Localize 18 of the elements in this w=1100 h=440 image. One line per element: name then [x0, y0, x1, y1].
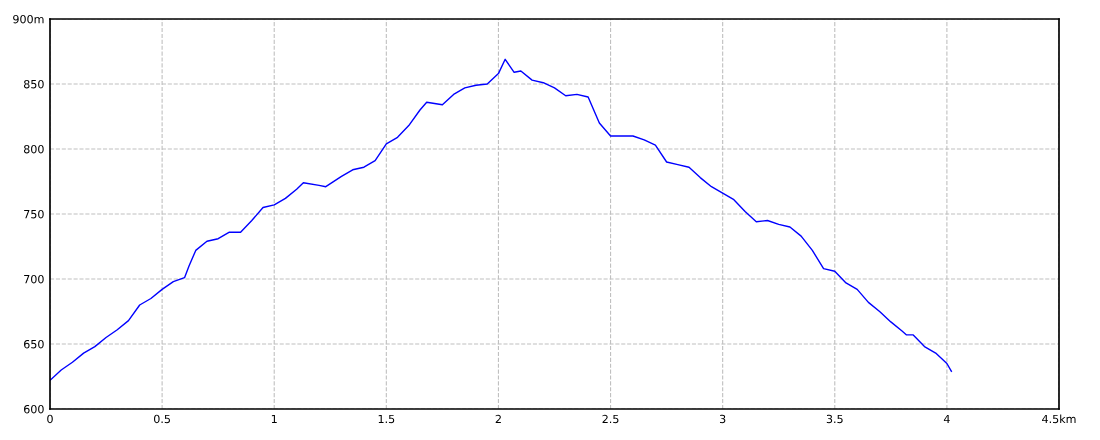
x-tick-label: 3.5: [826, 414, 843, 424]
x-tick-label: 1.5: [378, 414, 395, 424]
line-series: [50, 58, 953, 382]
y-tick-label: 600: [24, 404, 44, 414]
x-tick-label: 4.5km: [1042, 414, 1076, 424]
y-tick-label: 800: [23, 144, 44, 154]
y-tick-label: 850: [23, 79, 44, 89]
x-tick-label: 2.5: [602, 414, 619, 424]
y-tick-label: 750: [24, 209, 44, 219]
x-tick-label: 0.5: [154, 414, 170, 424]
x-tick-label: 4: [943, 414, 950, 423]
y-tick-label: 700: [24, 274, 44, 284]
x-tick-label: 3: [719, 414, 726, 424]
x-tick-label: 0: [47, 414, 53, 424]
y-tick-label: 650: [24, 339, 44, 349]
y-tick-label: 900m: [13, 14, 44, 24]
x-tick-label: 1: [271, 414, 277, 423]
x-tick-label: 2: [495, 414, 501, 423]
